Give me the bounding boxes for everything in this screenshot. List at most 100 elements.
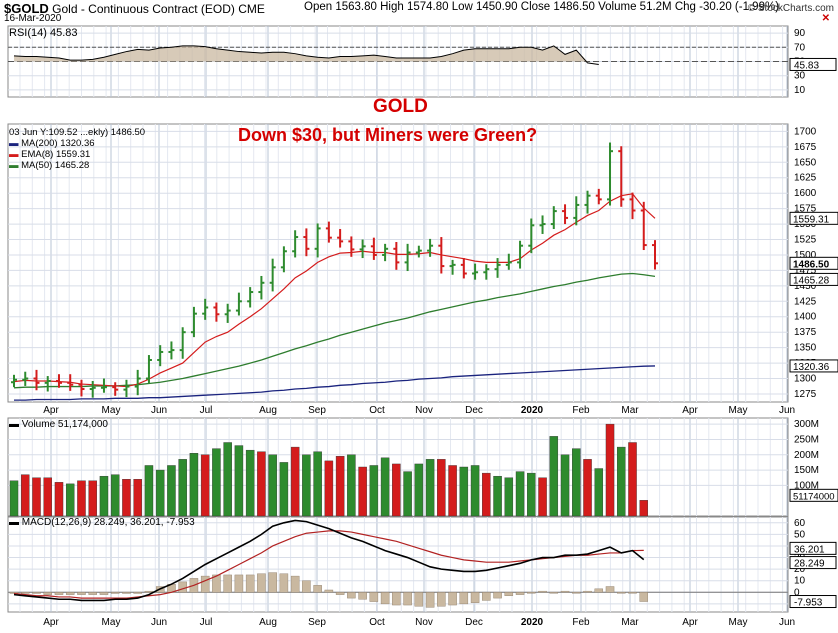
macd-histogram-bar (425, 592, 435, 608)
symbol-title: $GOLD Gold - Continuous Contract (EOD) C… (4, 1, 265, 16)
volume-bar (527, 472, 536, 517)
x-tick-label: Jul (200, 405, 213, 416)
macd-histogram-bar (144, 590, 154, 593)
macd-histogram-bar (268, 572, 277, 593)
volume-bar (178, 459, 187, 517)
price-tick-label: 1700 (794, 126, 817, 137)
ohlc-summary: Open 1563.80 High 1574.80 Low 1450.90 Cl… (304, 1, 780, 13)
rsi-tick-label: 90 (794, 28, 806, 39)
volume-value-box (789, 488, 838, 502)
volume-bar (122, 479, 131, 517)
macd-histogram-bar (223, 574, 232, 593)
x-tick-label: Aug (259, 405, 277, 416)
volume-bar (313, 451, 322, 517)
macd-histogram-bar (538, 590, 547, 593)
price-tick-label: 1275 (794, 389, 817, 400)
macd-histogram-bar (200, 575, 210, 593)
chart-header: $GOLD Gold - Continuous Contract (EOD) C… (0, 0, 838, 24)
macd-histogram-bar (178, 581, 187, 593)
x-tick-label: Jun (151, 405, 167, 416)
chart-date: 16-Mar-2020 (4, 13, 62, 24)
price-tick-label: 1500 (794, 250, 817, 261)
macd-histogram-bar (99, 592, 109, 595)
rsi-value-label: 45.83 (794, 60, 819, 71)
close-icon[interactable]: ✕ (821, 13, 830, 24)
macd-histogram-bar (560, 590, 570, 593)
price-tick-label: 1625 (794, 173, 817, 184)
macd-histogram-bar (290, 575, 300, 593)
ema8-legend: ▬ EMA(8) 1559.31 (9, 149, 91, 160)
macd-histogram-bar (380, 592, 390, 605)
volume-bar (358, 466, 367, 517)
price-value-box (789, 256, 838, 270)
volume-bar (279, 462, 289, 517)
annotation-subtitle: Down $30, but Miners were Green? (238, 125, 538, 145)
price-tick-label: 1600 (794, 188, 817, 199)
macd-histogram-bar (133, 592, 142, 594)
x-tick-label: May (102, 405, 121, 416)
volume-tick-label: 150M (794, 465, 819, 476)
price-tick-label: 1675 (794, 142, 817, 153)
x-tick-label: Mar (621, 617, 639, 628)
macd-histogram-bar (20, 592, 30, 594)
macd-label: ▬ MACD(12,26,9) 28.249, 36.201, -7.953 (9, 517, 195, 528)
x-tick-label: Nov (415, 405, 433, 416)
price-tick-label: 1375 (794, 327, 817, 338)
volume-bar (459, 466, 469, 517)
macd-histogram-bar (437, 592, 446, 607)
macd-histogram-bar (515, 592, 525, 595)
x-tick-label: May (102, 617, 121, 628)
volume-bar (54, 482, 64, 517)
macd-histogram-bar (504, 592, 514, 596)
x-tick-label: Apr (43, 405, 59, 416)
macd-histogram-bar (279, 573, 289, 593)
volume-bar (504, 477, 514, 517)
volume-bar (155, 469, 165, 517)
macd-histogram-bar (639, 592, 649, 602)
volume-bar (470, 465, 480, 517)
volume-bar (302, 454, 311, 517)
volume-bar (88, 480, 97, 517)
macd-histogram-bar (493, 592, 502, 599)
rsi-line (13, 45, 599, 65)
price-tick-label: 1450 (794, 281, 817, 292)
price-value-label: 1465.28 (793, 275, 830, 286)
volume-bar (335, 456, 345, 517)
volume-bar (583, 459, 592, 517)
volume-tick-label: 100M (794, 480, 819, 491)
macd-histogram-bar (347, 592, 356, 599)
macd-tick-label: 50 (794, 529, 806, 540)
volume-bar (628, 442, 637, 517)
volume-bar (482, 472, 491, 517)
volume-bar (538, 477, 547, 517)
price-value-label: 1320.36 (793, 362, 830, 373)
volume-bar (99, 475, 109, 517)
volume-bar (639, 500, 649, 517)
x-tick-label: Aug (259, 617, 277, 628)
x-tick-label: May (729, 405, 748, 416)
macd-histogram-bar (583, 590, 592, 593)
x-tick-label: Apr (682, 405, 698, 416)
volume-tick-label: 250M (794, 434, 819, 445)
price-tick-label: 1475 (794, 265, 817, 276)
macd-histogram-bar (122, 592, 131, 594)
price-tick-label: 1575 (794, 204, 817, 215)
price-panel-label: 03 Jun Y:109.52 ...ekly) 1486.50 (9, 127, 146, 138)
volume-bar (493, 475, 502, 517)
macd-histogram-bar (110, 592, 120, 594)
volume-bar (32, 477, 41, 517)
x-tick-label: Jul (200, 617, 213, 628)
rsi-tick-label: 30 (794, 71, 806, 82)
volume-label: ▬ Volume 51,174,000 (9, 419, 108, 430)
macd-histogram-bar (527, 592, 536, 594)
volume-bar (560, 454, 570, 517)
macd-histogram-bar (88, 592, 97, 595)
macd-histogram-bar (358, 592, 367, 600)
macd-histogram-bar (54, 592, 64, 595)
macd-histogram-bar (32, 592, 41, 594)
macd-value-box (789, 595, 837, 609)
macd-histogram-bar (43, 592, 52, 595)
volume-bar (605, 423, 615, 517)
x-tick-label: Nov (415, 617, 433, 628)
